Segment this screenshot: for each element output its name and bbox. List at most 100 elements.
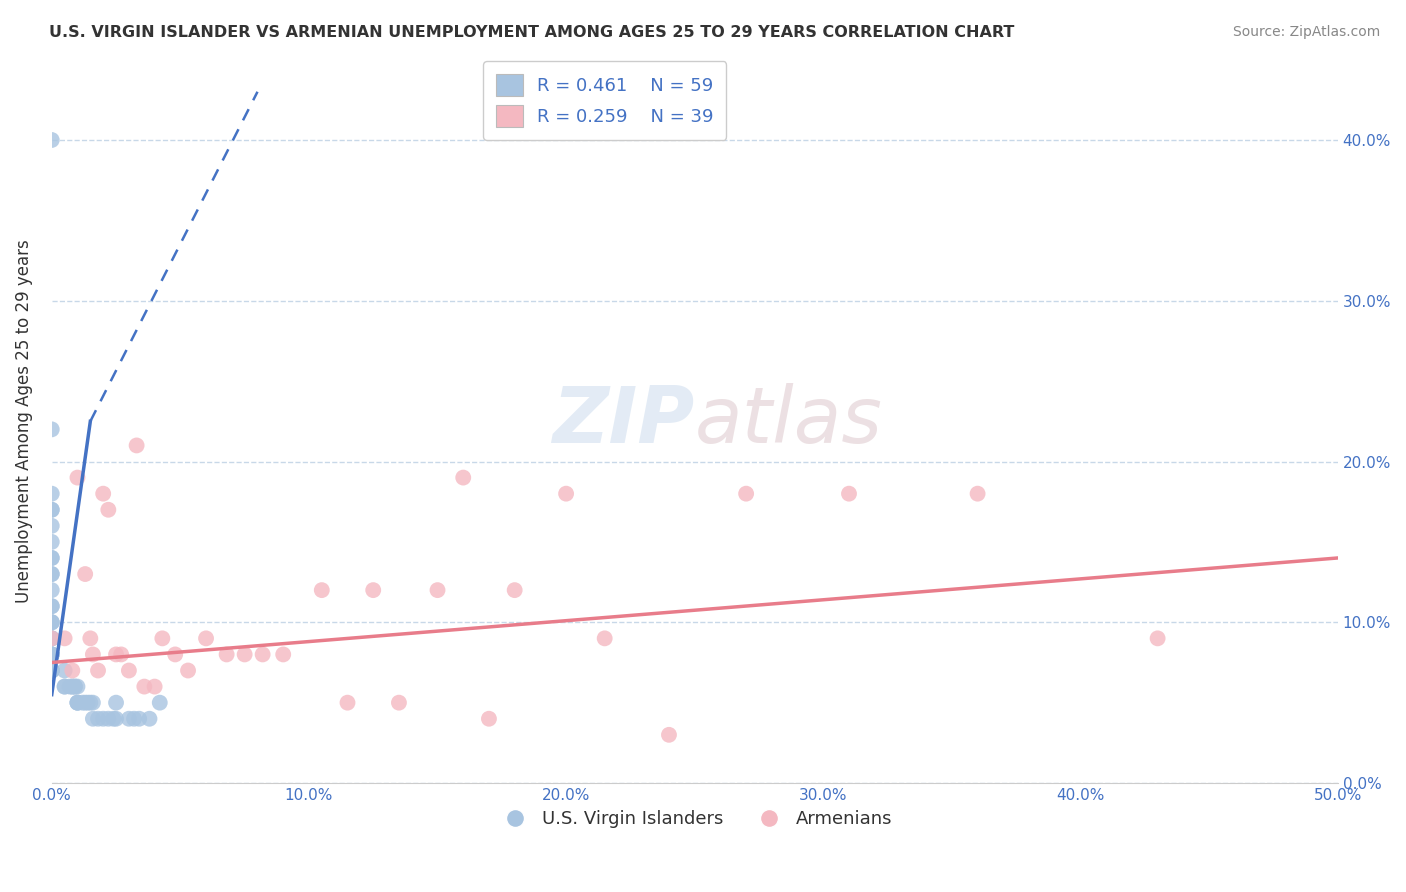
Point xyxy=(41,664,63,678)
Point xyxy=(97,502,120,516)
Point xyxy=(41,632,63,646)
Point xyxy=(66,696,89,710)
Point xyxy=(658,728,681,742)
Legend: U.S. Virgin Islanders, Armenians: U.S. Virgin Islanders, Armenians xyxy=(489,803,900,836)
Point xyxy=(66,696,89,710)
Point xyxy=(177,664,200,678)
Point xyxy=(63,680,86,694)
Point xyxy=(87,664,110,678)
Point xyxy=(503,583,526,598)
Point xyxy=(60,680,83,694)
Point xyxy=(388,696,411,710)
Point xyxy=(143,680,166,694)
Point xyxy=(105,696,128,710)
Point xyxy=(97,712,120,726)
Point xyxy=(41,664,63,678)
Point xyxy=(41,664,63,678)
Y-axis label: Unemployment Among Ages 25 to 29 years: Unemployment Among Ages 25 to 29 years xyxy=(15,239,32,603)
Point xyxy=(82,712,104,726)
Point xyxy=(75,567,97,582)
Point xyxy=(53,680,76,694)
Point xyxy=(41,615,63,630)
Point xyxy=(66,680,89,694)
Point xyxy=(79,696,101,710)
Point xyxy=(91,486,114,500)
Point xyxy=(72,696,94,710)
Point xyxy=(41,567,63,582)
Point xyxy=(41,664,63,678)
Point xyxy=(271,648,294,662)
Point xyxy=(41,632,63,646)
Point xyxy=(75,696,97,710)
Point xyxy=(41,502,63,516)
Point xyxy=(122,712,145,726)
Point xyxy=(165,648,187,662)
Point xyxy=(60,664,83,678)
Text: Source: ZipAtlas.com: Source: ZipAtlas.com xyxy=(1233,25,1381,39)
Point xyxy=(125,438,148,452)
Point xyxy=(838,486,860,500)
Point xyxy=(63,680,86,694)
Point xyxy=(41,551,63,566)
Point xyxy=(118,664,141,678)
Point xyxy=(41,502,63,516)
Text: atlas: atlas xyxy=(695,384,883,459)
Point xyxy=(66,696,89,710)
Point xyxy=(105,648,128,662)
Point xyxy=(66,470,89,484)
Point xyxy=(150,632,173,646)
Point xyxy=(41,648,63,662)
Point xyxy=(128,712,150,726)
Point xyxy=(361,583,384,598)
Point xyxy=(82,648,104,662)
Point xyxy=(41,583,63,598)
Point xyxy=(735,486,758,500)
Point xyxy=(41,615,63,630)
Point xyxy=(555,486,578,500)
Point xyxy=(252,648,274,662)
Point xyxy=(41,567,63,582)
Point xyxy=(82,696,104,710)
Point xyxy=(41,518,63,533)
Point xyxy=(53,680,76,694)
Point xyxy=(134,680,156,694)
Point xyxy=(41,422,63,436)
Point xyxy=(966,486,988,500)
Point xyxy=(53,664,76,678)
Point xyxy=(41,648,63,662)
Point xyxy=(41,615,63,630)
Point xyxy=(118,712,141,726)
Text: U.S. VIRGIN ISLANDER VS ARMENIAN UNEMPLOYMENT AMONG AGES 25 TO 29 YEARS CORRELAT: U.S. VIRGIN ISLANDER VS ARMENIAN UNEMPLO… xyxy=(49,25,1015,40)
Point xyxy=(41,664,63,678)
Point xyxy=(110,648,132,662)
Point xyxy=(91,712,114,726)
Point xyxy=(53,632,76,646)
Point xyxy=(41,133,63,147)
Point xyxy=(593,632,616,646)
Point xyxy=(79,632,101,646)
Point xyxy=(233,648,256,662)
Point xyxy=(336,696,359,710)
Point xyxy=(41,664,63,678)
Point xyxy=(41,648,63,662)
Point xyxy=(41,486,63,500)
Point xyxy=(311,583,333,598)
Point xyxy=(87,712,110,726)
Point xyxy=(60,680,83,694)
Point xyxy=(41,632,63,646)
Point xyxy=(59,680,82,694)
Point xyxy=(103,712,125,726)
Point xyxy=(149,696,172,710)
Point xyxy=(41,599,63,614)
Point xyxy=(105,712,128,726)
Point xyxy=(76,696,98,710)
Point xyxy=(41,632,63,646)
Point xyxy=(451,470,474,484)
Point xyxy=(478,712,501,726)
Point xyxy=(1146,632,1168,646)
Point xyxy=(41,535,63,549)
Text: ZIP: ZIP xyxy=(553,384,695,459)
Point xyxy=(138,712,160,726)
Point xyxy=(195,632,218,646)
Point xyxy=(215,648,238,662)
